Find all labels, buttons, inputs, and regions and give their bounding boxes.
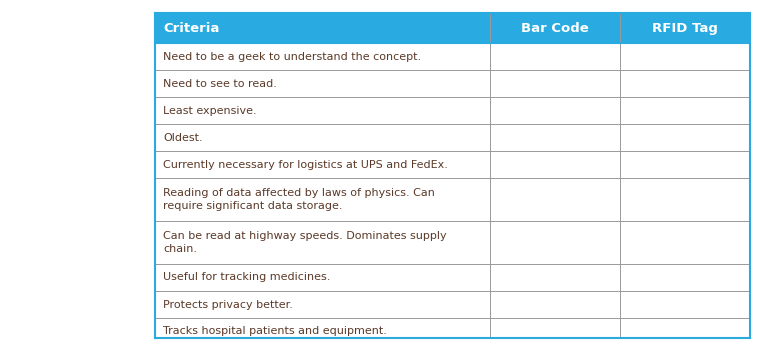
Bar [490,124,620,151]
Text: Tracks hospital patients and equipment.: Tracks hospital patients and equipment. [163,327,387,337]
Text: Useful for tracking medicines.: Useful for tracking medicines. [163,272,330,282]
Bar [620,221,750,264]
Bar [155,124,490,151]
Text: Criteria: Criteria [163,22,219,34]
Bar [155,264,490,291]
Bar [490,151,620,178]
Bar [620,291,750,318]
Bar [620,124,750,151]
Text: Reading of data affected by laws of physics. Can
require significant data storag: Reading of data affected by laws of phys… [163,188,435,211]
Bar [155,221,490,264]
Bar [490,291,620,318]
Bar [155,318,490,345]
Bar [490,43,620,70]
Bar [620,151,750,178]
Text: Least expensive.: Least expensive. [163,105,257,116]
Bar [620,13,750,43]
Text: Oldest.: Oldest. [163,133,203,143]
Bar [155,43,490,70]
Bar [490,70,620,97]
Bar [620,70,750,97]
Text: RFID Tag: RFID Tag [652,22,718,34]
Bar [620,178,750,221]
Text: Can be read at highway speeds. Dominates supply
chain.: Can be read at highway speeds. Dominates… [163,231,447,254]
Text: Need to be a geek to understand the concept.: Need to be a geek to understand the conc… [163,51,421,61]
Bar [620,43,750,70]
Bar [490,264,620,291]
Bar [490,97,620,124]
Bar [155,291,490,318]
Text: Bar Code: Bar Code [521,22,589,34]
Text: Need to see to read.: Need to see to read. [163,78,277,88]
Text: Currently necessary for logistics at UPS and FedEx.: Currently necessary for logistics at UPS… [163,160,448,169]
Bar [155,178,490,221]
Bar [490,13,620,43]
Bar [620,97,750,124]
Bar [620,318,750,345]
Bar [155,13,490,43]
Bar [490,221,620,264]
Bar [155,70,490,97]
Bar [490,318,620,345]
Bar [490,178,620,221]
Bar [620,264,750,291]
Text: Protects privacy better.: Protects privacy better. [163,299,293,310]
Bar [155,151,490,178]
Bar [155,97,490,124]
